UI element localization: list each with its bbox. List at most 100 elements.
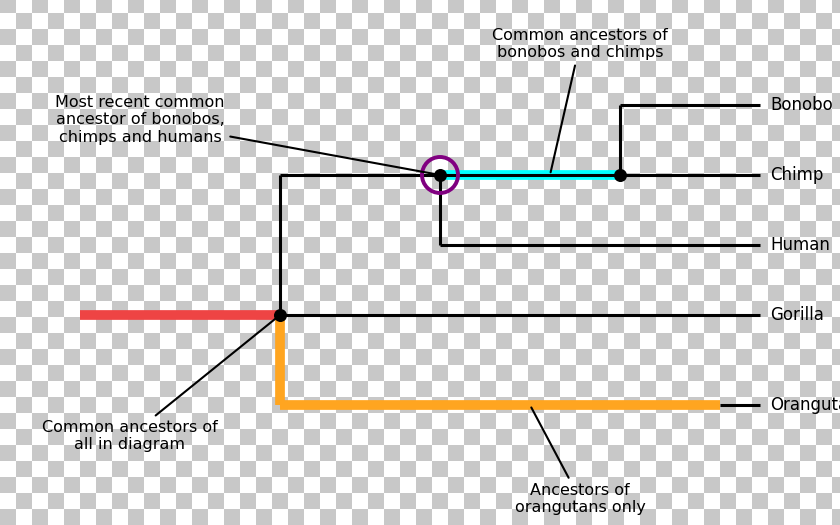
Bar: [208, 269, 224, 285]
Bar: [368, 189, 384, 205]
Bar: [176, 333, 192, 349]
Bar: [144, 205, 160, 221]
Bar: [192, 509, 208, 525]
Bar: [656, 461, 672, 477]
Bar: [528, 93, 544, 109]
Bar: [160, 205, 176, 221]
Bar: [768, 285, 784, 301]
Bar: [192, 237, 208, 253]
Bar: [832, 349, 840, 365]
Bar: [368, 509, 384, 525]
Bar: [336, 429, 352, 445]
Bar: [64, 381, 80, 397]
Bar: [672, 477, 688, 493]
Bar: [672, 381, 688, 397]
Bar: [416, 189, 432, 205]
Bar: [752, 93, 768, 109]
Bar: [0, 429, 16, 445]
Bar: [368, 365, 384, 381]
Bar: [672, 269, 688, 285]
Bar: [480, 253, 496, 269]
Bar: [624, 365, 640, 381]
Bar: [0, 29, 16, 45]
Bar: [112, 493, 128, 509]
Bar: [128, 397, 144, 413]
Bar: [528, 493, 544, 509]
Bar: [464, 333, 480, 349]
Bar: [656, 61, 672, 77]
Bar: [800, 29, 816, 45]
Bar: [480, 29, 496, 45]
Bar: [608, 333, 624, 349]
Bar: [432, 269, 448, 285]
Bar: [480, 237, 496, 253]
Bar: [544, 0, 560, 13]
Bar: [464, 237, 480, 253]
Bar: [816, 461, 832, 477]
Bar: [464, 205, 480, 221]
Bar: [800, 77, 816, 93]
Bar: [480, 173, 496, 189]
Bar: [448, 205, 464, 221]
Bar: [0, 269, 16, 285]
Bar: [16, 0, 32, 13]
Bar: [144, 61, 160, 77]
Bar: [768, 333, 784, 349]
Bar: [464, 301, 480, 317]
Bar: [240, 77, 256, 93]
Bar: [336, 493, 352, 509]
Bar: [336, 0, 352, 13]
Bar: [624, 493, 640, 509]
Bar: [192, 29, 208, 45]
Bar: [672, 141, 688, 157]
Bar: [0, 445, 16, 461]
Bar: [448, 381, 464, 397]
Bar: [400, 237, 416, 253]
Bar: [592, 349, 608, 365]
Bar: [48, 461, 64, 477]
Bar: [512, 477, 528, 493]
Bar: [752, 61, 768, 77]
Bar: [432, 77, 448, 93]
Bar: [784, 93, 800, 109]
Bar: [384, 125, 400, 141]
Bar: [224, 285, 240, 301]
Bar: [704, 301, 720, 317]
Bar: [160, 61, 176, 77]
Bar: [32, 45, 48, 61]
Bar: [768, 381, 784, 397]
Bar: [640, 189, 656, 205]
Bar: [752, 77, 768, 93]
Bar: [288, 493, 304, 509]
Bar: [16, 125, 32, 141]
Bar: [656, 349, 672, 365]
Bar: [64, 205, 80, 221]
Bar: [784, 381, 800, 397]
Bar: [816, 285, 832, 301]
Bar: [752, 333, 768, 349]
Bar: [720, 365, 736, 381]
Bar: [464, 269, 480, 285]
Bar: [672, 61, 688, 77]
Bar: [672, 29, 688, 45]
Bar: [240, 125, 256, 141]
Bar: [224, 93, 240, 109]
Bar: [688, 157, 704, 173]
Bar: [176, 173, 192, 189]
Bar: [464, 509, 480, 525]
Bar: [592, 397, 608, 413]
Bar: [624, 205, 640, 221]
Bar: [544, 413, 560, 429]
Bar: [352, 45, 368, 61]
Bar: [576, 413, 592, 429]
Bar: [272, 365, 288, 381]
Bar: [800, 397, 816, 413]
Bar: [832, 93, 840, 109]
Bar: [400, 413, 416, 429]
Bar: [576, 237, 592, 253]
Bar: [176, 141, 192, 157]
Bar: [624, 125, 640, 141]
Bar: [208, 333, 224, 349]
Bar: [800, 269, 816, 285]
Bar: [240, 349, 256, 365]
